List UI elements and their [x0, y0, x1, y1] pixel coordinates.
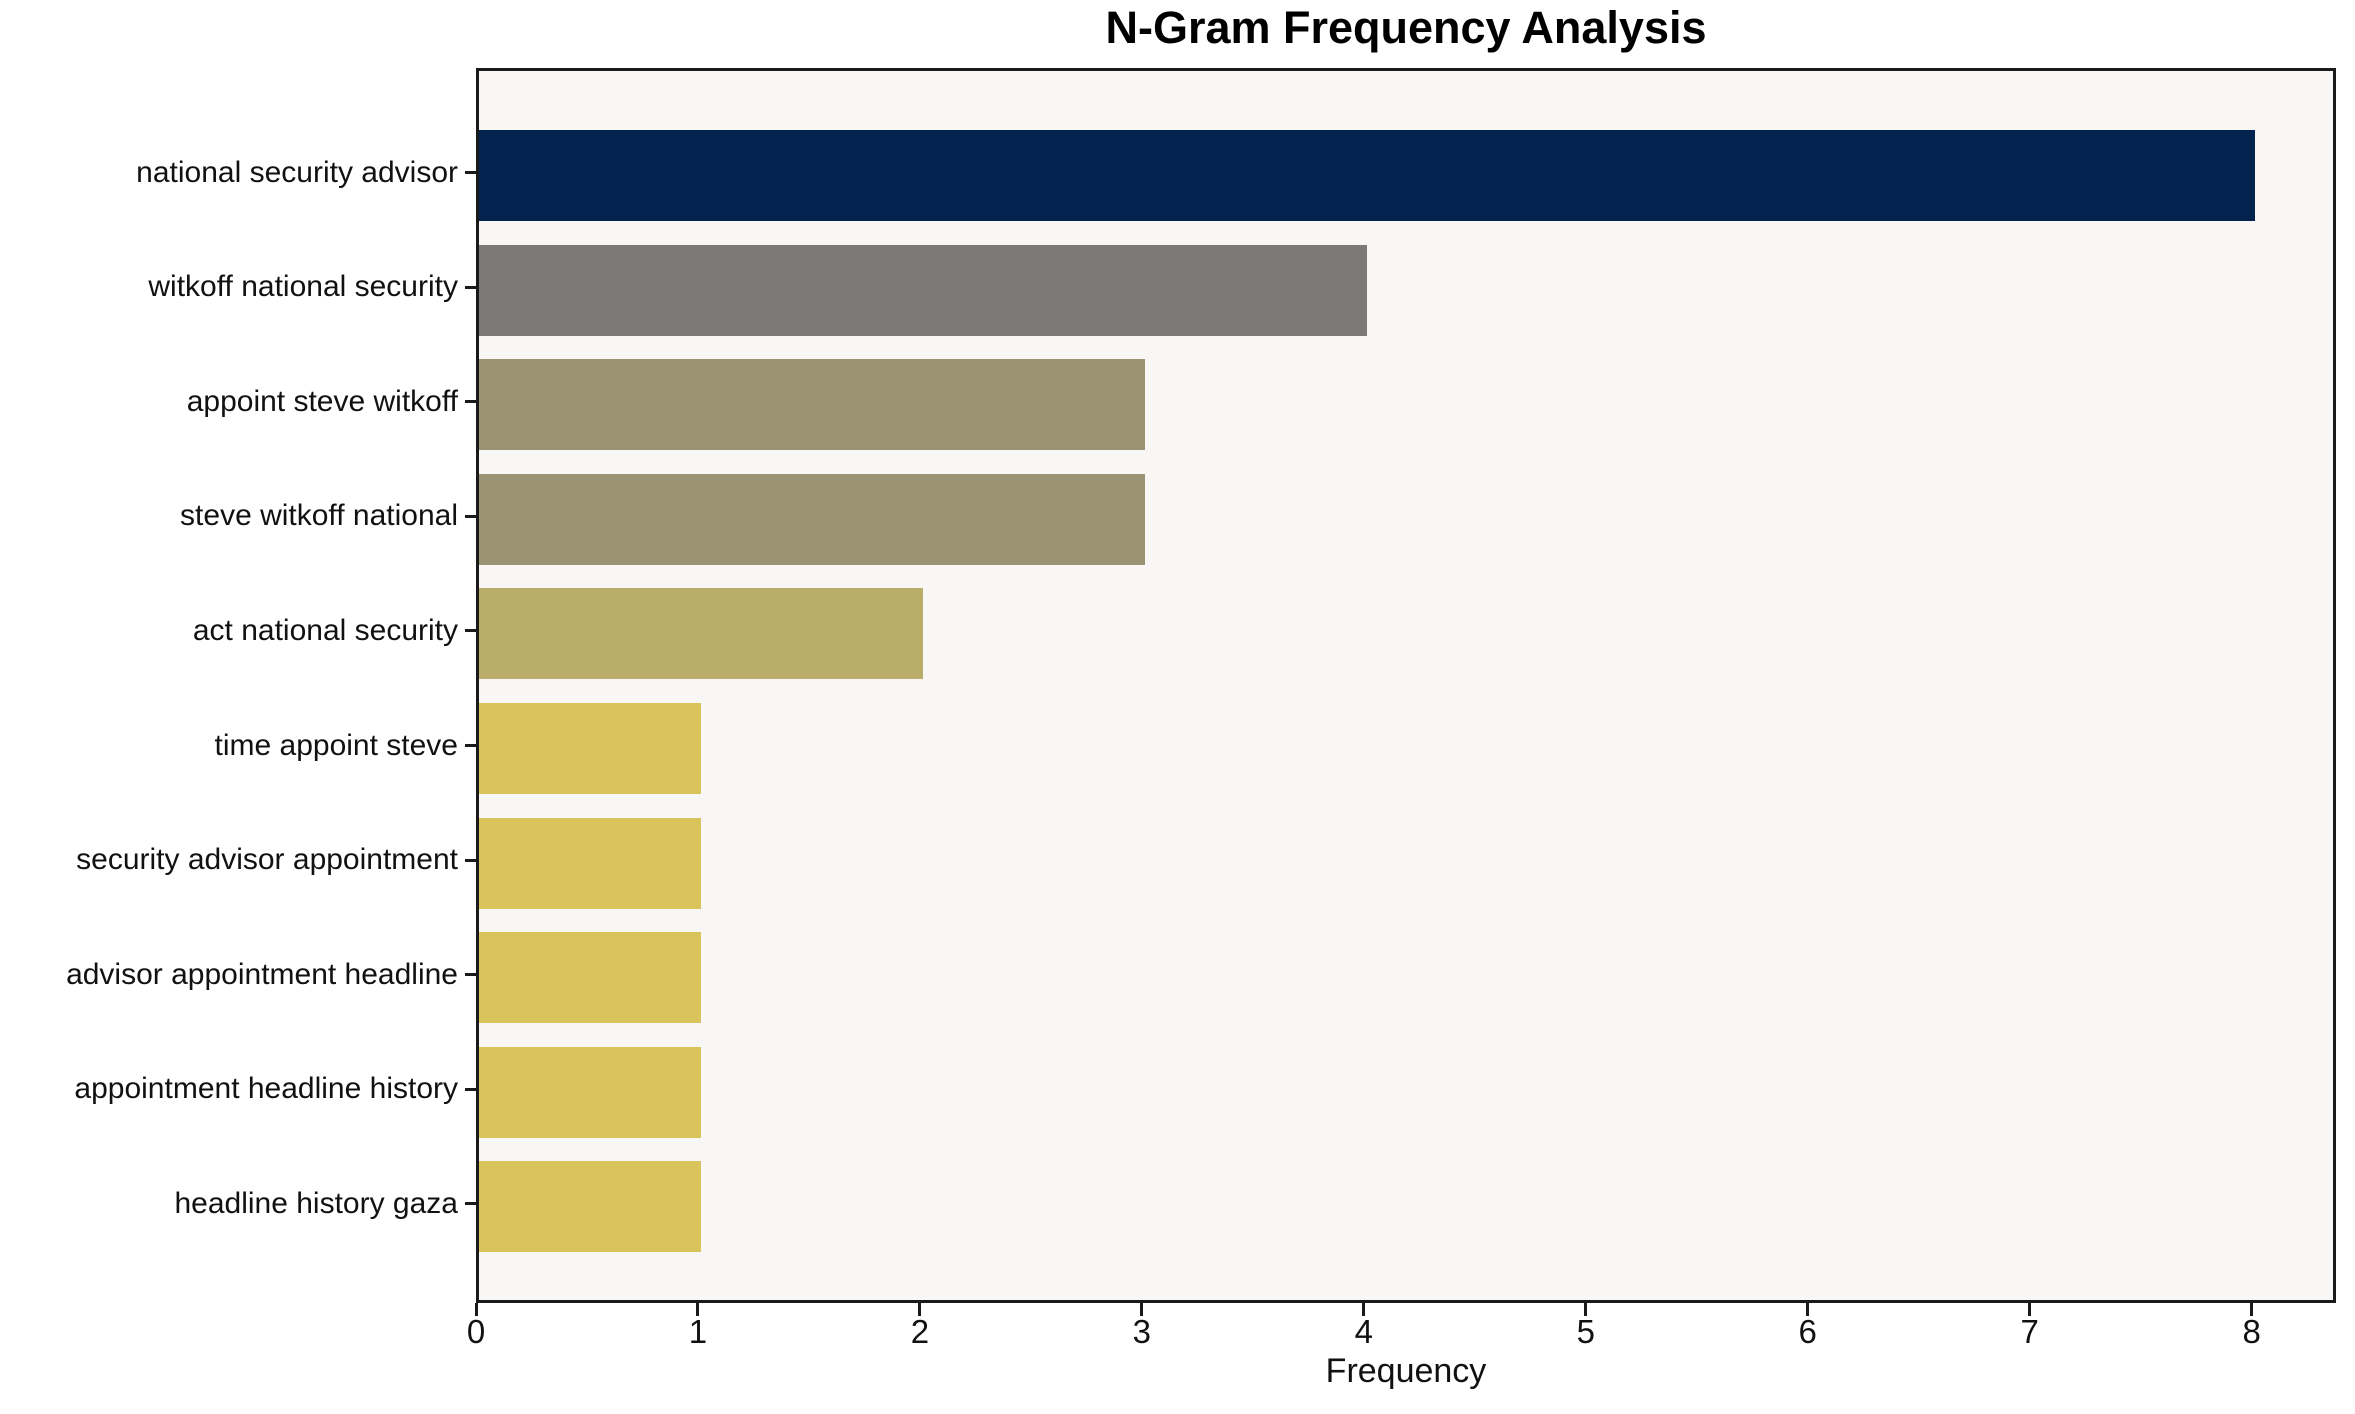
- x-tick-label: 1: [688, 1313, 708, 1350]
- y-tick: [465, 973, 476, 977]
- y-tick-label: steve witkoff national: [180, 499, 458, 533]
- x-tick-label: 2: [910, 1313, 930, 1350]
- x-tick-label: 6: [1798, 1313, 1817, 1350]
- y-tick-label: advisor appointment headline: [66, 957, 458, 991]
- y-tick-label: witkoff national security: [148, 270, 458, 304]
- x-tick-label: 5: [1576, 1313, 1595, 1350]
- y-tick: [465, 629, 476, 633]
- x-tick: [696, 1303, 700, 1316]
- y-tick-label: national security advisor: [136, 155, 458, 189]
- chart-title: N-Gram Frequency Analysis: [1105, 2, 1707, 53]
- bar: [479, 473, 1145, 565]
- x-tick: [918, 1303, 922, 1316]
- x-tick: [1806, 1303, 1810, 1316]
- bar: [479, 1161, 701, 1253]
- y-tick-label: time appoint steve: [214, 728, 458, 762]
- x-tick: [1140, 1303, 1144, 1316]
- x-tick-label: 3: [1132, 1313, 1152, 1350]
- y-tick: [465, 285, 476, 289]
- y-tick: [465, 514, 476, 518]
- y-tick: [465, 1202, 476, 1206]
- x-tick-label: 7: [2020, 1313, 2039, 1350]
- y-tick: [465, 744, 476, 747]
- bar: [479, 703, 701, 794]
- x-tick: [474, 1303, 478, 1316]
- y-tick-label: headline history gaza: [174, 1186, 458, 1220]
- y-tick: [465, 171, 476, 174]
- x-tick: [1362, 1303, 1366, 1316]
- x-tick: [1584, 1303, 1588, 1316]
- bar: [479, 588, 923, 680]
- y-tick-label: appoint steve witkoff: [186, 384, 458, 418]
- y-tick: [465, 400, 476, 404]
- bar: [479, 1046, 701, 1138]
- x-tick-label: 8: [2242, 1313, 2261, 1350]
- y-tick-label: act national security: [192, 613, 458, 647]
- y-tick: [465, 1087, 476, 1091]
- x-axis-title: Frequency: [1325, 1352, 1487, 1390]
- x-tick-label: 0: [466, 1313, 486, 1350]
- plot-area: [476, 68, 2336, 1303]
- bar: [479, 359, 1145, 451]
- y-tick-label: security advisor appointment: [76, 843, 458, 877]
- x-tick-label: 4: [1354, 1313, 1373, 1350]
- y-tick-label: appointment headline history: [74, 1072, 458, 1106]
- y-tick: [465, 858, 476, 862]
- bar: [479, 817, 701, 909]
- bar: [479, 244, 1367, 336]
- bar: [479, 130, 2255, 221]
- x-tick: [2028, 1303, 2032, 1316]
- x-tick: [2250, 1303, 2254, 1316]
- bar: [479, 932, 701, 1024]
